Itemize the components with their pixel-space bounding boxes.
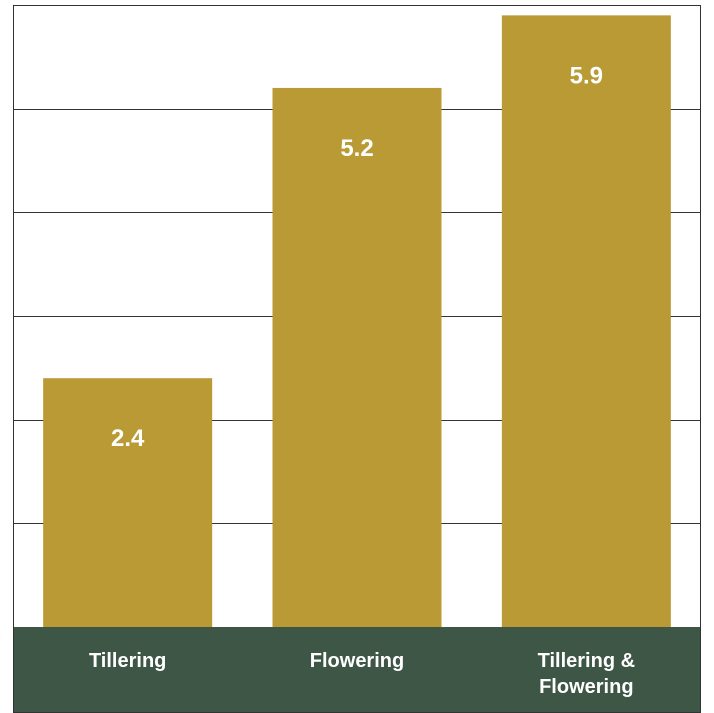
category-labels: Tillering Flowering Tillering & Flowering: [89, 650, 635, 698]
bar-flowering: [272, 87, 442, 627]
category-axis-band: [13, 627, 701, 713]
category-label: Tillering: [89, 650, 166, 672]
data-label: 5.2: [340, 135, 373, 162]
category-label: Flowering: [310, 650, 404, 672]
bar-tillering: [43, 378, 213, 627]
category-label: Tillering &: [538, 650, 635, 672]
data-labels: 2.4 5.2 5.9: [111, 62, 603, 452]
category-label: Flowering: [539, 676, 633, 698]
data-label: 2.4: [111, 425, 145, 452]
bars: [43, 15, 671, 628]
data-label: 5.9: [570, 62, 603, 89]
bar-tillering-flowering: [501, 15, 671, 628]
